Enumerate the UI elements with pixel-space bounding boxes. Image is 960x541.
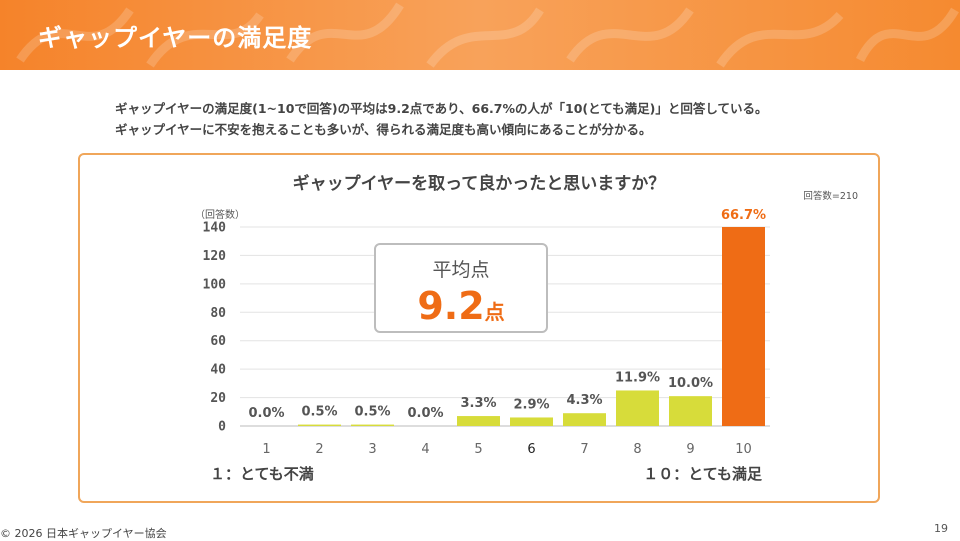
x-tick-label-3: 3 — [368, 442, 376, 457]
data-label-9: 10.0% — [668, 376, 713, 391]
summary-line-2: ギャップイヤーに不安を抱えることも多いが、得られる満足度も高い傾向にあることが分… — [115, 122, 652, 137]
y-tick-label: 60 — [210, 334, 226, 349]
bar-5 — [457, 416, 500, 426]
x-tick-label-8: 8 — [633, 442, 641, 457]
x-tick-label-4: 4 — [421, 442, 429, 457]
data-label-10: 66.7% — [721, 208, 766, 223]
x-tick-label-6: 6 — [527, 442, 535, 457]
data-label-7: 4.3% — [566, 393, 602, 408]
bar-6 — [510, 417, 553, 426]
page-number: 19 — [934, 522, 948, 535]
respondent-count: 回答数=210 — [803, 191, 858, 202]
x-tick-label-2: 2 — [315, 442, 323, 457]
y-tick-label: 120 — [203, 249, 227, 264]
average-number: 9.2 — [417, 284, 485, 328]
summary-text: ギャップイヤーの満足度(1~10で回答)の平均は9.2点であり、66.7%の人が… — [115, 98, 767, 140]
y-tick-label: 140 — [203, 221, 227, 236]
y-tick-label: 0 — [218, 420, 226, 435]
bar-8 — [616, 390, 659, 426]
y-tick-label: 20 — [210, 391, 226, 406]
bar-2 — [298, 424, 341, 426]
header-decoration — [16, 2, 959, 68]
bar-9 — [669, 396, 712, 426]
x-tick-label-5: 5 — [474, 442, 482, 457]
data-label-1: 0.0% — [248, 406, 284, 421]
page-title: ギャップイヤーの満足度 — [38, 24, 313, 52]
bar-chart: （回答数） 0 20 40 60 80 100 120 140 0.0% 1 0.5% 2 0.5% 3 0.… — [195, 208, 770, 457]
scale-low-label: １：とても不満 — [210, 465, 314, 483]
bar-3 — [351, 424, 394, 426]
x-tick-label-10: 10 — [735, 442, 752, 457]
y-tick-label: 100 — [203, 277, 227, 292]
x-tick-label-7: 7 — [580, 442, 588, 457]
average-label: 平均点 — [432, 259, 490, 281]
chart-title: ギャップイヤーを取って良かったと思いますか？ — [292, 174, 666, 194]
data-label-3: 0.5% — [354, 405, 390, 420]
summary-line-1: ギャップイヤーの満足度(1~10で回答)の平均は9.2点であり、66.7%の人が… — [115, 101, 768, 116]
data-label-5: 3.3% — [460, 396, 496, 411]
data-label-2: 0.5% — [301, 405, 337, 420]
header-banner: ギャップイヤーの満足度 — [0, 0, 960, 70]
bar-10 — [722, 227, 765, 426]
x-tick-label-1: 1 — [262, 442, 270, 457]
x-tick-label-9: 9 — [686, 442, 694, 457]
bar-7 — [563, 413, 606, 426]
average-unit: 点 — [484, 300, 505, 324]
data-label-8: 11.9% — [615, 370, 660, 385]
scale-high-label: １０：とても満足 — [643, 465, 762, 483]
y-tick-label: 40 — [210, 363, 226, 378]
chart-panel: ギャップイヤーを取って良かったと思いますか？ 回答数=210 （回答数） 0 20 4… — [78, 153, 880, 503]
data-label-6: 2.9% — [513, 397, 549, 412]
y-axis-title: （回答数） — [195, 208, 245, 221]
data-label-4: 0.0% — [407, 406, 443, 421]
y-tick-label: 80 — [210, 306, 226, 321]
average-score-box: 平均点 9.2点 — [374, 243, 548, 333]
copyright: © 2026 日本ギャップイヤー協会 — [0, 527, 167, 540]
average-value: 9.2点 — [376, 284, 546, 328]
